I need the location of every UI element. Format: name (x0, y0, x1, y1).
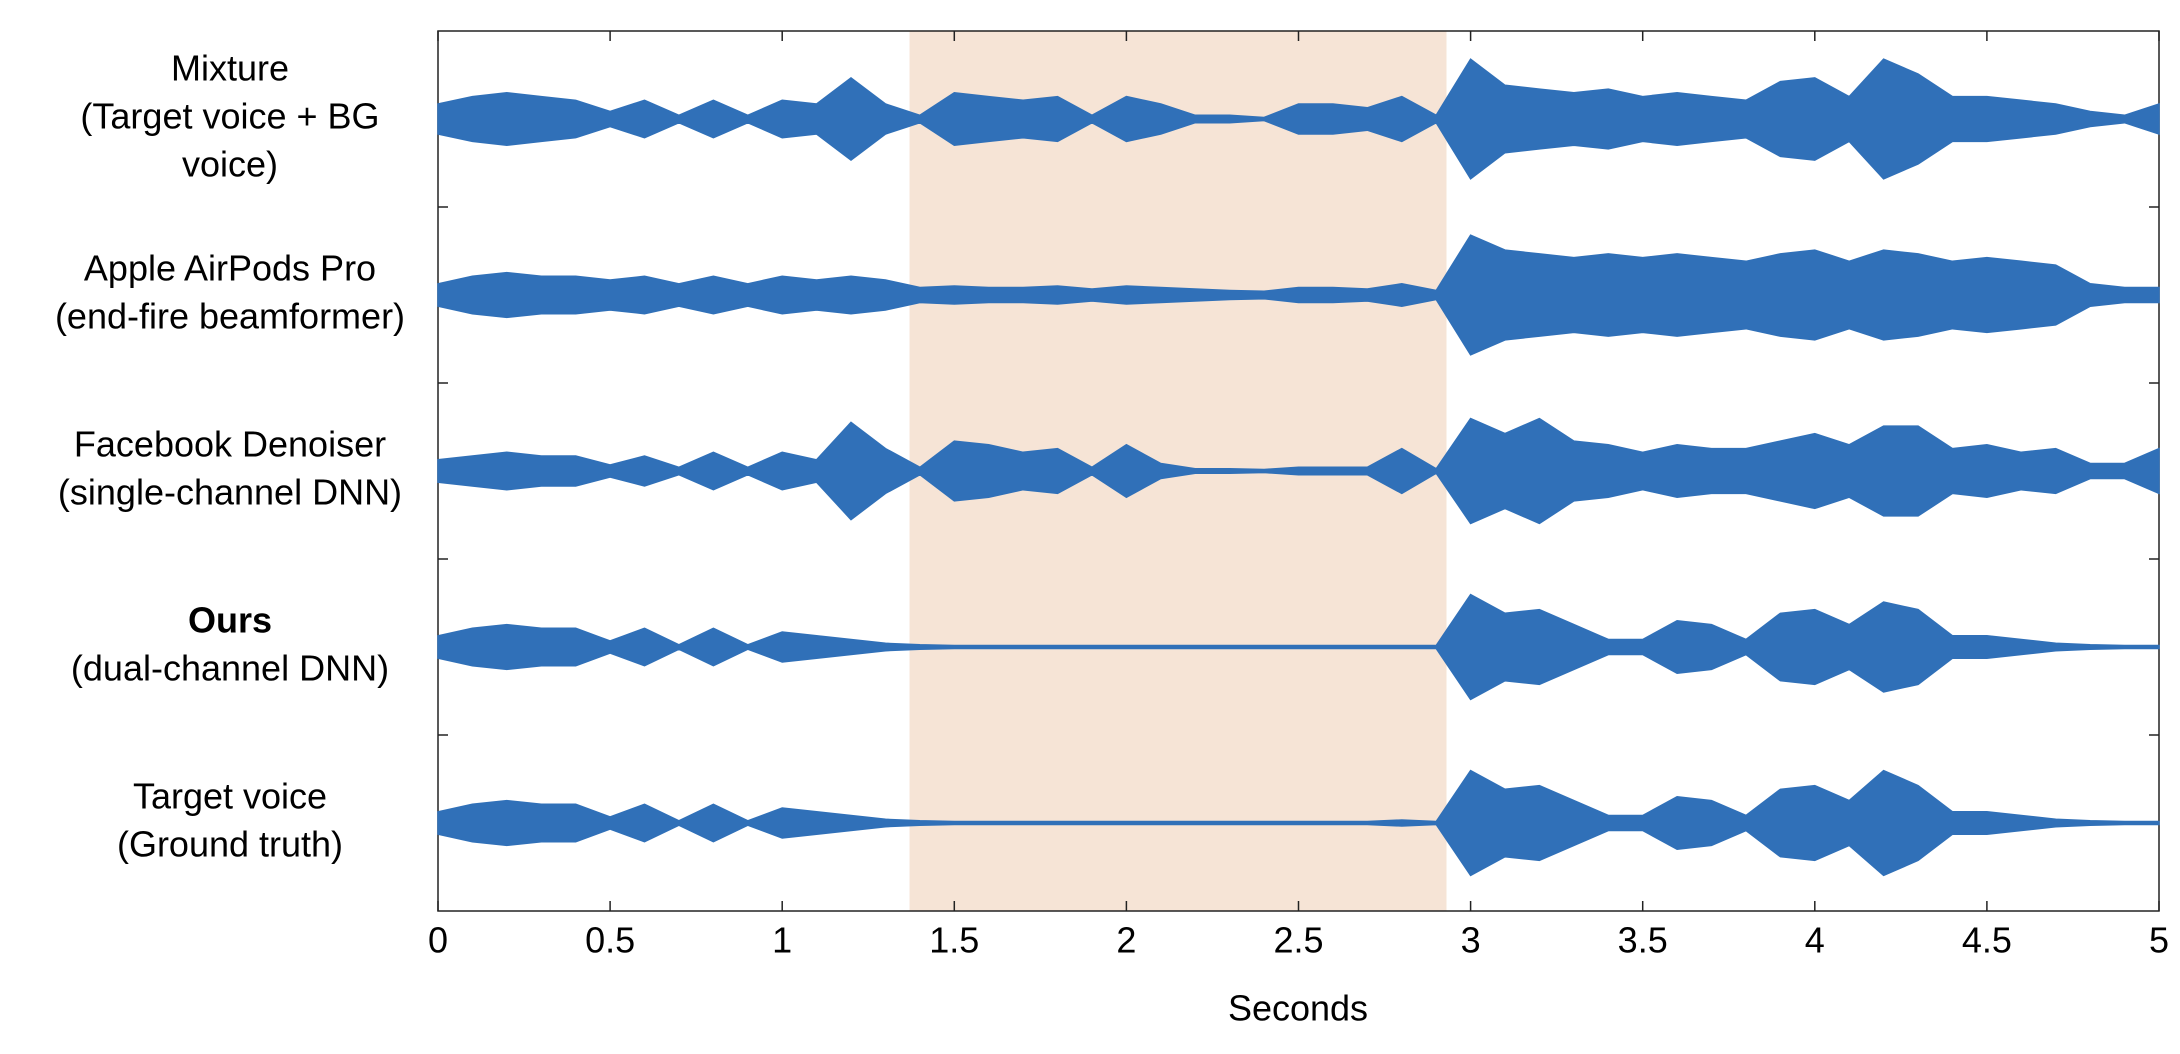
x-tick-label: 1.5 (929, 920, 979, 961)
track-label: (dual-channel DNN) (71, 648, 389, 689)
track-label: Mixture (171, 48, 289, 89)
track-label: (Target voice + BG (80, 96, 379, 137)
waveform-envelope (437, 58, 2160, 180)
track-label: Target voice (133, 776, 327, 817)
track-label: (single-channel DNN) (58, 472, 402, 513)
track-label: Ours (188, 600, 272, 641)
x-tick-label: 3.5 (1618, 920, 1668, 961)
track-label: voice) (182, 144, 278, 185)
x-tick-label: 3 (1461, 920, 1481, 961)
x-tick-label: 4 (1805, 920, 1825, 961)
track-label: Facebook Denoiser (74, 424, 386, 465)
waveform-envelope (437, 769, 2160, 877)
waveform-envelope (437, 593, 2160, 701)
x-tick-label: 0 (428, 920, 448, 961)
x-tick-label: 1 (772, 920, 792, 961)
x-tick-label: 2 (1116, 920, 1136, 961)
x-tick-label: 0.5 (585, 920, 635, 961)
track-label: (end-fire beamformer) (55, 296, 405, 337)
waveform-envelope (437, 417, 2160, 525)
x-tick-label: 5 (2149, 920, 2169, 961)
x-tick-label: 2.5 (1273, 920, 1323, 961)
waveform-envelope (437, 234, 2160, 356)
track-label: Apple AirPods Pro (84, 248, 376, 289)
track-label: (Ground truth) (117, 824, 343, 865)
x-tick-label: 4.5 (1962, 920, 2012, 961)
x-axis-label: Seconds (1228, 988, 1368, 1029)
